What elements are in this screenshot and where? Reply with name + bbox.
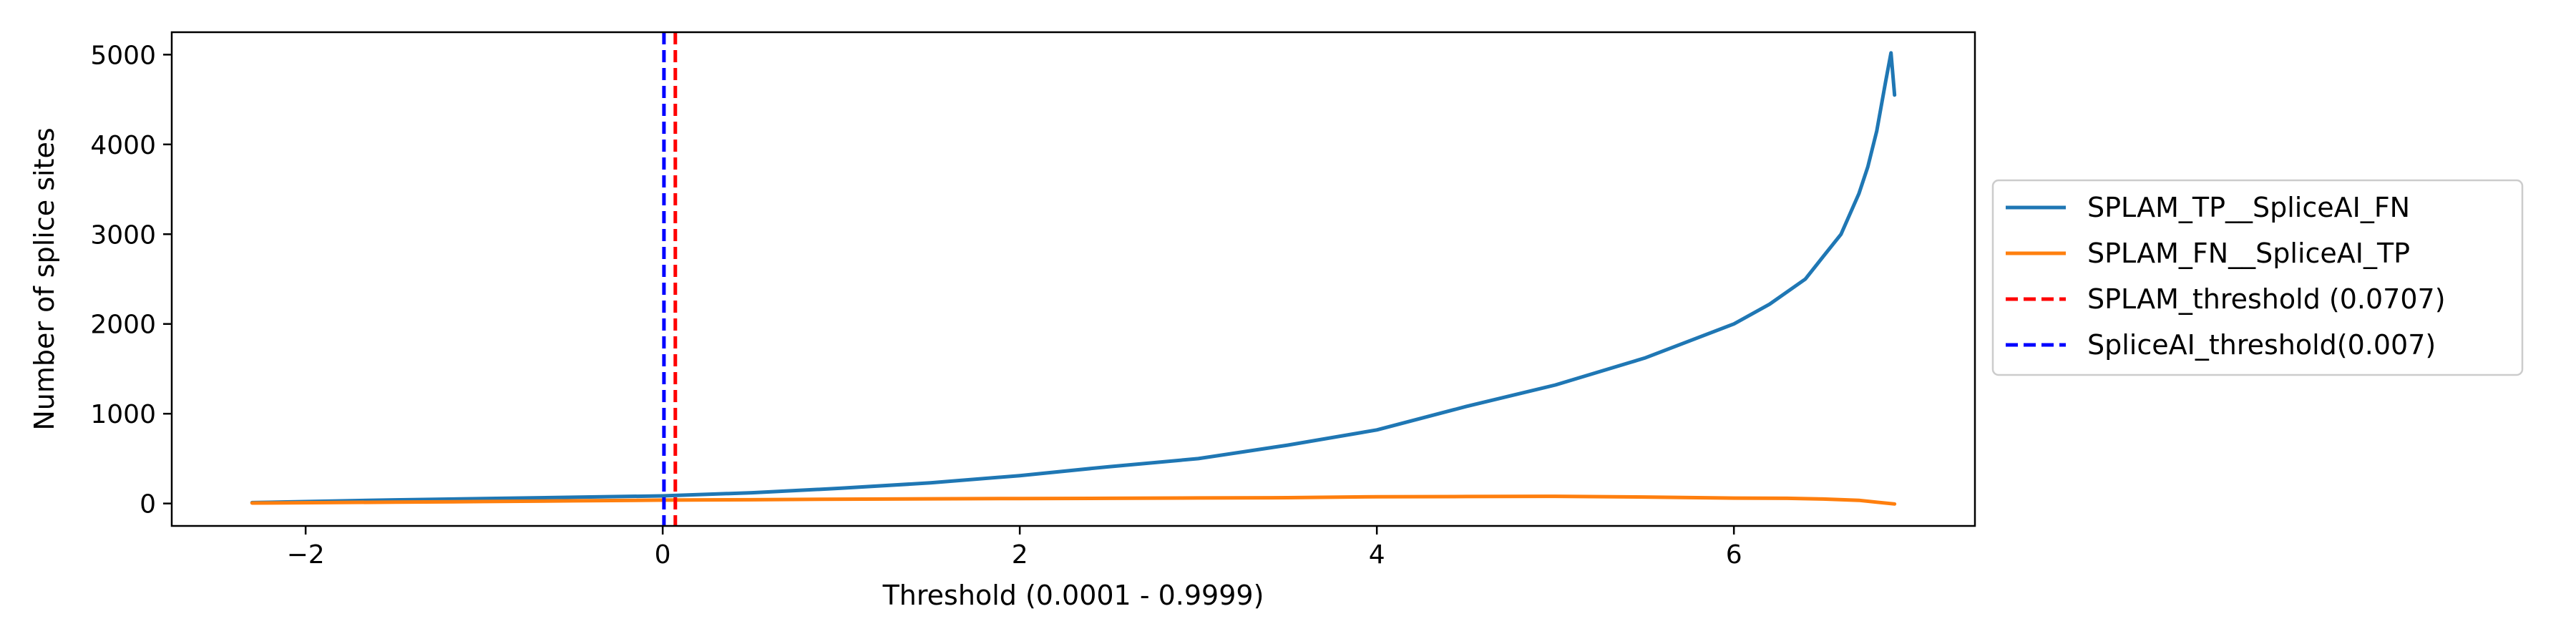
y-tick-label: 5000 [90, 41, 156, 70]
y-tick-label: 0 [140, 490, 156, 519]
x-tick-label: 0 [655, 540, 671, 570]
x-axis-label: Threshold (0.0001 - 0.9999) [882, 580, 1264, 611]
x-axis-ticks: −2 0 2 4 6 [287, 526, 1742, 570]
legend-label: SPLAM_threshold (0.0707) [2087, 283, 2446, 315]
x-tick-label: −2 [287, 540, 325, 570]
y-tick-label: 2000 [90, 311, 156, 340]
legend-label: SpliceAI_threshold(0.007) [2087, 329, 2436, 361]
y-tick-label: 4000 [90, 131, 156, 160]
series-line-1 [250, 51, 1897, 504]
plot-frame [170, 31, 1976, 527]
y-axis-ticks: 0 1000 2000 3000 4000 5000 [90, 41, 172, 519]
legend-label: SPLAM_FN__SpliceAI_TP [2087, 238, 2410, 269]
x-tick-label: 4 [1369, 540, 1385, 570]
y-tick-label: 3000 [90, 220, 156, 250]
x-tick-label: 2 [1012, 540, 1028, 570]
legend-box [1991, 179, 2524, 376]
x-tick-label: 6 [1726, 540, 1742, 570]
legend-label: SPLAM_TP__SpliceAI_FN [2087, 192, 2410, 223]
plot-area [250, 32, 1897, 526]
legend: SPLAM_TP__SpliceAI_FN SPLAM_FN__SpliceAI_… [1991, 179, 2524, 376]
y-tick-label: 1000 [90, 400, 156, 429]
series-line-2 [250, 494, 1897, 506]
y-axis-label: Number of splice sites [29, 127, 60, 430]
